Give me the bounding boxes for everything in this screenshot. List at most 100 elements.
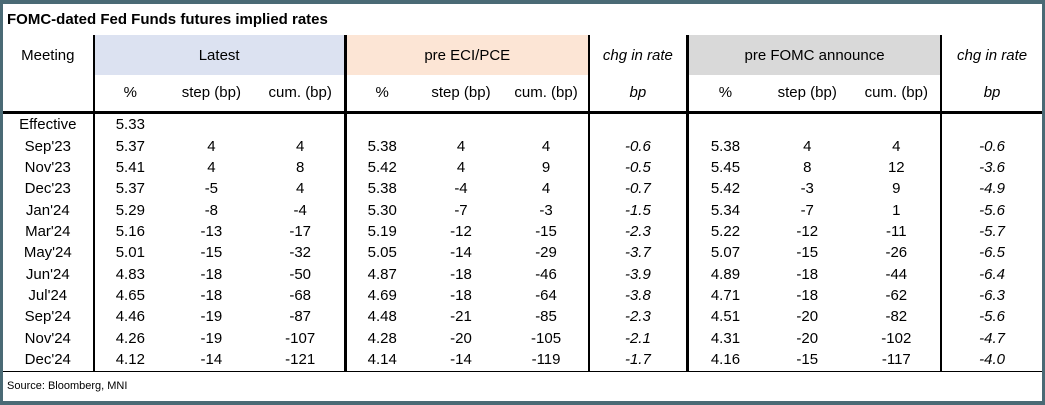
eci-step-cell: -18	[450, 265, 472, 283]
fomc-step-cell: 4	[803, 137, 812, 155]
chg-eci-bp-header: bp	[588, 75, 689, 114]
chg-in-rate-eci-header: chg in rate	[588, 35, 689, 76]
fomc-cum-cell: -117	[852, 348, 943, 372]
fomc-pct-cell: 5.34	[710, 201, 741, 219]
chg-eci-cell: -2.1	[588, 327, 689, 349]
latest-step-cell: -5	[204, 180, 219, 198]
source-row: Source: Bloomberg, MNI	[3, 370, 1042, 401]
eci-pct-cell: 5.30	[367, 201, 397, 219]
chg-eci-cell: -2.3	[588, 220, 689, 243]
eci-step-cell: -12	[450, 223, 472, 241]
fomc-step-cell	[762, 112, 853, 135]
eci-step-cell: -18	[450, 287, 472, 305]
meeting-column-header: Meeting	[3, 35, 95, 76]
eci-cum-cell: -15	[504, 220, 590, 243]
chg-fomc-cell: -3.6	[979, 159, 1005, 177]
eci-cum-cell: -105	[504, 327, 590, 349]
eci-pct-cell	[345, 112, 417, 135]
meeting-cell: Mar'24	[3, 220, 95, 243]
eci-cum-cell: -85	[504, 306, 590, 328]
latest-pct-cell: 4.26	[115, 329, 145, 347]
eci-cum-cell: 4	[504, 135, 590, 157]
eci-pct-cell: 5.38	[367, 180, 397, 198]
chg-fomc-cell: -6.4	[979, 265, 1005, 283]
latest-step-cell	[166, 112, 257, 135]
latest-pct-cell: 5.16	[115, 223, 145, 241]
pre-fomc-announce-group-header: pre FOMC announce	[687, 35, 943, 76]
fomc-step-cell: -7	[800, 201, 814, 219]
fomc-cum-cell: -11	[852, 220, 943, 243]
eci-step-cell: 4	[456, 137, 466, 155]
eci-pct-cell: 4.14	[367, 351, 397, 369]
meeting-cell: Dec'24	[3, 348, 95, 372]
fomc-pct-cell: 4.31	[710, 329, 741, 347]
eci-cum-cell	[504, 112, 590, 136]
chg-eci-cell: -3.8	[588, 284, 689, 307]
eci-pct-cell: 5.19	[367, 223, 397, 241]
fomc-cum-cell: -62	[852, 284, 943, 307]
meeting-cell: Effective	[3, 112, 95, 136]
table-row: Nov'23 5.41 4 8 5.42 4 9 -0.5 5.45 8 12 -3.6	[3, 156, 1042, 179]
eci-cum-cell: 4	[504, 178, 590, 200]
fomc-pct-cell: 4.16	[710, 351, 741, 369]
fomc-cum-cell: -44	[852, 263, 943, 285]
chg-eci-cell: -0.6	[588, 135, 689, 157]
latest-pct-cell: 5.29	[115, 201, 145, 219]
chg-fomc-cell: -5.6	[979, 308, 1005, 326]
latest-step-cell: -18	[200, 265, 223, 283]
latest-pct-cell: 5.37	[115, 137, 145, 155]
latest-step-cell: -13	[200, 223, 223, 241]
latest-cum-cell: 8	[256, 156, 347, 179]
chg-fomc-cell: -4.7	[979, 329, 1005, 347]
fomc-pct-cell	[687, 112, 761, 135]
eci-step-cell: -14	[450, 244, 472, 262]
page-title: FOMC-dated Fed Funds futures implied rat…	[7, 11, 328, 29]
fomc-cum-cell	[852, 112, 943, 136]
chg-eci-cell: -2.3	[588, 306, 689, 328]
eci-cum-cell: -46	[504, 263, 590, 285]
eci-pct-cell: 4.48	[367, 308, 397, 326]
eci-step-cell: 4	[456, 159, 466, 177]
fomc-cum-cell: 9	[852, 178, 943, 200]
fomc-cum-cell: -82	[852, 306, 943, 328]
latest-cum-cell	[256, 112, 347, 136]
fomc-step-cell: -18	[796, 287, 819, 305]
latest-cum-cell: -107	[256, 327, 347, 349]
fomc-pct-cell: 5.42	[710, 180, 741, 198]
latest-pct-cell: 5.01	[115, 244, 145, 262]
latest-pct-cell: 4.83	[115, 265, 145, 283]
chg-fomc-cell: -5.7	[979, 223, 1005, 241]
meeting-cell: Jul'24	[3, 284, 95, 307]
latest-pct-cell: 5.33	[115, 116, 145, 134]
pre-eci-pce-group-header: pre ECI/PCE	[345, 35, 590, 76]
table-body: Effective 5.33 Sep'23 5.37 4 4 5.38 4 4 -0.6 5.38 4…	[3, 112, 1042, 372]
meeting-cell: Jun'24	[3, 263, 95, 285]
fomc-pct-cell: 5.07	[710, 244, 741, 262]
fomc-step-header: step (bp)	[761, 75, 853, 114]
eci-pct-cell: 5.05	[367, 244, 397, 262]
fomc-pct-header: %	[687, 75, 762, 114]
chg-eci-cell: -0.5	[588, 156, 689, 179]
fomc-step-cell: -20	[796, 308, 819, 326]
meeting-cell: Dec'23	[3, 178, 95, 200]
table-row: Jul'24 4.65 -18 -68 4.69 -18 -64 -3.8 4.71 -18 -62…	[3, 284, 1042, 307]
table-row: Sep'24 4.46 -19 -87 4.48 -21 -85 -2.3 4.51 -20 -82…	[3, 306, 1042, 328]
eci-step-cell: -14	[450, 351, 472, 369]
table-row: Sep'23 5.37 4 4 5.38 4 4 -0.6 5.38 4 4 -0.6	[3, 135, 1042, 157]
latest-step-cell: -14	[200, 351, 223, 369]
eci-cum-header: cum. (bp)	[504, 75, 590, 114]
eci-cum-cell: 9	[504, 156, 590, 179]
fomc-pct-cell: 5.22	[710, 223, 741, 241]
latest-cum-header: cum. (bp)	[256, 75, 347, 114]
latest-group-header: Latest	[93, 35, 347, 76]
latest-pct-cell: 4.65	[115, 287, 145, 305]
meeting-cell: Jan'24	[3, 199, 95, 221]
eci-step-cell: -21	[450, 308, 472, 326]
latest-cum-cell: -121	[256, 348, 347, 372]
eci-pct-cell: 5.38	[367, 137, 397, 155]
eci-pct-cell: 5.42	[367, 159, 397, 177]
fomc-rates-table: FOMC-dated Fed Funds futures implied rat…	[3, 4, 1042, 401]
title-row: FOMC-dated Fed Funds futures implied rat…	[3, 4, 1042, 35]
chg-eci-cell: -3.7	[588, 242, 689, 264]
table-row: Jan'24 5.29 -8 -4 5.30 -7 -3 -1.5 5.34 -7 1 -5.6	[3, 199, 1042, 221]
